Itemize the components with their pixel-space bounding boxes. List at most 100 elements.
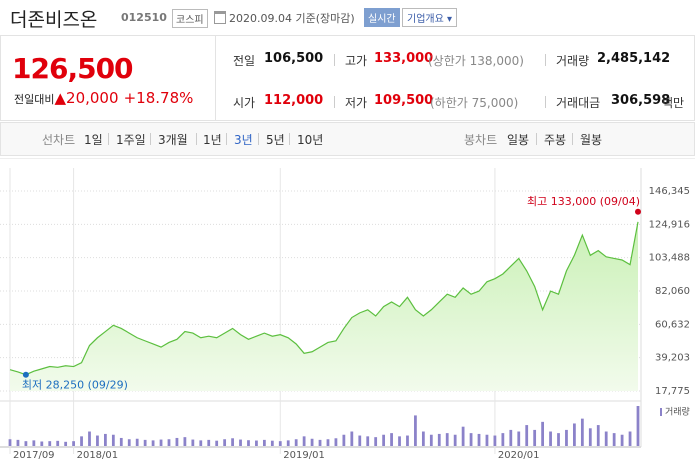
volume-bar <box>469 433 473 446</box>
volume-bar <box>151 440 155 446</box>
volume-bar <box>342 434 346 446</box>
high-marker <box>635 208 641 215</box>
volume-bar <box>628 431 632 446</box>
volume-bar <box>612 433 616 446</box>
stat-value: 133,000 <box>374 51 434 66</box>
volume-bar <box>231 438 234 446</box>
volume-bar <box>127 439 131 446</box>
volume-bar <box>580 418 584 446</box>
separator <box>545 96 546 108</box>
volume-bar <box>302 436 306 446</box>
volume-bar <box>549 431 552 446</box>
period-tab[interactable]: 1주일 <box>116 133 146 147</box>
price: 126,500 <box>12 52 134 85</box>
separator <box>108 133 109 145</box>
change-rate: +18.78% <box>123 89 194 107</box>
volume-bar <box>40 441 44 446</box>
separator <box>150 133 151 145</box>
stat-label: 저가 <box>345 96 368 110</box>
stat-value: 109,500 <box>374 93 434 108</box>
volume-bar <box>398 436 401 446</box>
candle-tab[interactable]: 월봉 <box>580 133 603 147</box>
stat-value: 306,598 <box>611 93 671 108</box>
volume-bar <box>8 439 12 446</box>
company-button[interactable]: 기업개요 ▾ <box>402 8 458 27</box>
period-tab[interactable]: 3개월 <box>158 133 188 147</box>
volume-bar <box>406 435 409 446</box>
volume-bar <box>199 440 203 446</box>
volume-bar <box>278 441 282 446</box>
volume-bar <box>223 439 227 446</box>
x-tick-label: 2017/09 <box>13 450 55 461</box>
volume-bar <box>32 440 36 446</box>
period-tab[interactable]: 5년 <box>266 133 285 147</box>
price-line <box>9 221 639 376</box>
volume-bar <box>620 434 624 446</box>
y-tick-label: 146,345 <box>649 186 690 197</box>
period-tab[interactable]: 10년 <box>297 133 324 147</box>
stat-label: 거래량 <box>556 54 590 68</box>
volume-bar <box>143 439 147 446</box>
volume-bar <box>596 425 600 446</box>
separator <box>196 133 197 145</box>
realtime-button[interactable]: 실시간 <box>364 8 400 27</box>
price-area <box>10 221 638 391</box>
legend-label: 거래량 <box>665 406 690 418</box>
volume-bar <box>239 439 242 446</box>
volume-bar <box>453 434 457 446</box>
stat-value: 2,485,142 <box>597 51 671 66</box>
volume-bar <box>429 434 433 446</box>
stat-value: 106,500 <box>264 51 324 66</box>
separator <box>226 133 227 145</box>
volume-bar <box>421 431 425 446</box>
period-tab[interactable]: 1일 <box>84 133 103 147</box>
volume-bar <box>64 441 68 446</box>
tab-bar <box>0 122 695 156</box>
stat-label: 전일 <box>233 54 256 68</box>
volume-bar <box>294 439 298 446</box>
divider <box>215 36 216 120</box>
separator <box>545 54 546 66</box>
separator <box>334 96 335 108</box>
period-tab[interactable]: 3년 <box>234 133 253 147</box>
volume-bar <box>461 426 465 446</box>
period-tab[interactable]: 1년 <box>203 133 222 147</box>
volume-bar <box>310 438 314 446</box>
volume-bar <box>16 439 20 446</box>
volume-bar <box>366 436 370 446</box>
volume-bar <box>588 428 592 446</box>
volume-bar <box>104 433 107 446</box>
low-label: 최저 28,250 (09/29) <box>22 379 128 392</box>
candle-tab[interactable]: 일봉 <box>507 133 530 147</box>
volume-bar <box>80 436 83 446</box>
volume-bar <box>255 440 258 446</box>
tab-label: 선차트 <box>42 133 76 147</box>
volume-bar <box>270 440 274 446</box>
volume-bar <box>477 433 481 446</box>
volume-bar <box>533 429 537 446</box>
volume-bar <box>509 429 513 446</box>
volume-bar <box>72 441 75 446</box>
volume-bar <box>167 439 171 446</box>
candle-tab[interactable]: 주봉 <box>544 133 567 147</box>
tab-label: 봉차트 <box>464 133 498 147</box>
chart: 146,345 124,916 103,488 82,060 60,632 39,203 1… <box>0 158 695 461</box>
volume-bar <box>183 437 187 446</box>
calendar-icon <box>214 11 226 24</box>
separator <box>334 54 335 66</box>
x-tick-label: 2018/01 <box>77 450 119 461</box>
x-tick-label: 2020/01 <box>498 450 540 461</box>
volume-bar <box>390 433 393 446</box>
volume-bar <box>88 431 91 446</box>
legend-swatch <box>660 408 662 416</box>
volume-bar <box>191 439 195 446</box>
x-tick-label: 2019/01 <box>283 450 325 461</box>
stock-name: 더존비즈온 <box>10 9 98 31</box>
separator <box>258 133 259 145</box>
change-label: 전일대비 <box>14 93 55 106</box>
y-tick-label: 82,060 <box>655 286 690 297</box>
volume-bar <box>334 438 338 446</box>
volume-bar <box>636 406 640 446</box>
volume-bar <box>517 431 521 446</box>
y-tick-label: 17,775 <box>655 386 690 397</box>
